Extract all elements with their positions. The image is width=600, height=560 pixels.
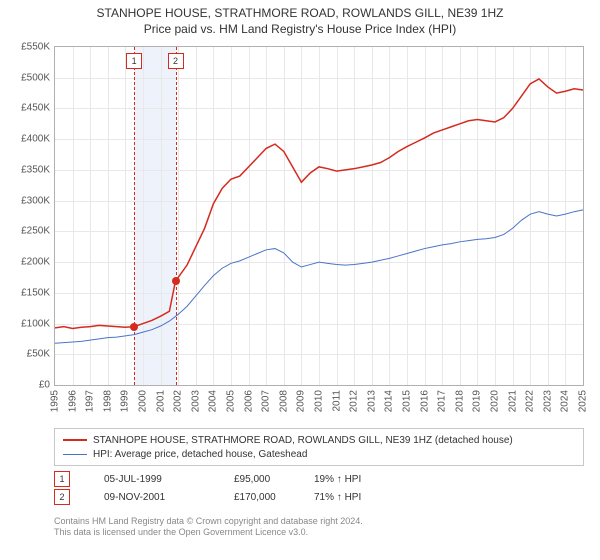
y-tick-label: £100K — [4, 318, 50, 329]
event-box: 2 — [168, 53, 184, 69]
event-dot — [172, 277, 180, 285]
x-tick-label: 2012 — [349, 390, 360, 412]
x-tick-label: 2016 — [419, 390, 430, 412]
x-tick-label: 2005 — [226, 390, 237, 412]
x-tick-label: 2025 — [578, 390, 589, 412]
y-tick-label: £550K — [4, 42, 50, 53]
x-tick-label: 2011 — [331, 390, 342, 412]
chart-container: STANHOPE HOUSE, STRATHMORE ROAD, ROWLAND… — [0, 0, 600, 560]
x-tick-label: 1995 — [50, 390, 61, 412]
event-number-box: 2 — [54, 489, 70, 505]
event-dot — [130, 323, 138, 331]
y-tick-label: £200K — [4, 257, 50, 268]
footer-line: Contains HM Land Registry data © Crown c… — [54, 516, 584, 527]
x-tick-label: 2002 — [173, 390, 184, 412]
x-tick-label: 2000 — [138, 390, 149, 412]
legend-label: HPI: Average price, detached house, Gate… — [93, 449, 307, 460]
x-tick-label: 1996 — [67, 390, 78, 412]
legend: STANHOPE HOUSE, STRATHMORE ROAD, ROWLAND… — [54, 428, 584, 466]
y-tick-label: £500K — [4, 72, 50, 83]
event-diff: 71% ↑ HPI — [314, 492, 361, 503]
x-tick-label: 2014 — [384, 390, 395, 412]
x-tick-label: 2013 — [366, 390, 377, 412]
x-tick-label: 2004 — [208, 390, 219, 412]
series-subject — [55, 79, 583, 329]
x-tick-label: 2022 — [525, 390, 536, 412]
x-tick-label: 1997 — [85, 390, 96, 412]
title-line-1: STANHOPE HOUSE, STRATHMORE ROAD, ROWLAND… — [0, 6, 600, 20]
x-tick-label: 2001 — [155, 390, 166, 412]
chart-titles: STANHOPE HOUSE, STRATHMORE ROAD, ROWLAND… — [0, 0, 600, 36]
y-tick-label: £450K — [4, 103, 50, 114]
plot-area: 12 — [54, 46, 584, 386]
x-tick-label: 2024 — [560, 390, 571, 412]
x-tick-label: 2023 — [542, 390, 553, 412]
legend-swatch — [63, 454, 87, 455]
event-date: 09-NOV-2001 — [104, 492, 234, 503]
events-table: 1 05-JUL-1999 £95,000 19% ↑ HPI 2 09-NOV… — [54, 470, 584, 506]
y-tick-label: £400K — [4, 134, 50, 145]
footer: Contains HM Land Registry data © Crown c… — [54, 516, 584, 539]
footer-line: This data is licensed under the Open Gov… — [54, 527, 584, 538]
y-tick-label: £0 — [4, 380, 50, 391]
legend-row: HPI: Average price, detached house, Gate… — [63, 447, 575, 461]
y-tick-label: £150K — [4, 287, 50, 298]
x-tick-label: 2019 — [472, 390, 483, 412]
event-price: £95,000 — [234, 474, 314, 485]
event-number-box: 1 — [54, 471, 70, 487]
events-row: 1 05-JUL-1999 £95,000 19% ↑ HPI — [54, 470, 584, 488]
title-line-2: Price paid vs. HM Land Registry's House … — [0, 22, 600, 36]
x-tick-label: 2017 — [437, 390, 448, 412]
y-tick-label: £300K — [4, 195, 50, 206]
x-tick-label: 2015 — [402, 390, 413, 412]
event-price: £170,000 — [234, 492, 314, 503]
x-tick-label: 2021 — [507, 390, 518, 412]
x-tick-label: 2006 — [243, 390, 254, 412]
events-row: 2 09-NOV-2001 £170,000 71% ↑ HPI — [54, 488, 584, 506]
legend-label: STANHOPE HOUSE, STRATHMORE ROAD, ROWLAND… — [93, 435, 513, 446]
event-diff: 19% ↑ HPI — [314, 474, 361, 485]
x-tick-label: 2007 — [261, 390, 272, 412]
y-tick-label: £350K — [4, 164, 50, 175]
event-date: 05-JUL-1999 — [104, 474, 234, 485]
y-tick-label: £50K — [4, 349, 50, 360]
x-tick-label: 2008 — [278, 390, 289, 412]
x-tick-label: 1999 — [120, 390, 131, 412]
y-tick-label: £250K — [4, 226, 50, 237]
x-tick-label: 2009 — [296, 390, 307, 412]
x-tick-label: 2018 — [454, 390, 465, 412]
event-box: 1 — [126, 53, 142, 69]
line-series-svg — [55, 47, 583, 385]
x-tick-label: 2010 — [314, 390, 325, 412]
x-tick-label: 2020 — [490, 390, 501, 412]
x-tick-label: 2003 — [190, 390, 201, 412]
x-tick-label: 1998 — [102, 390, 113, 412]
legend-row: STANHOPE HOUSE, STRATHMORE ROAD, ROWLAND… — [63, 433, 575, 447]
legend-swatch — [63, 439, 87, 441]
